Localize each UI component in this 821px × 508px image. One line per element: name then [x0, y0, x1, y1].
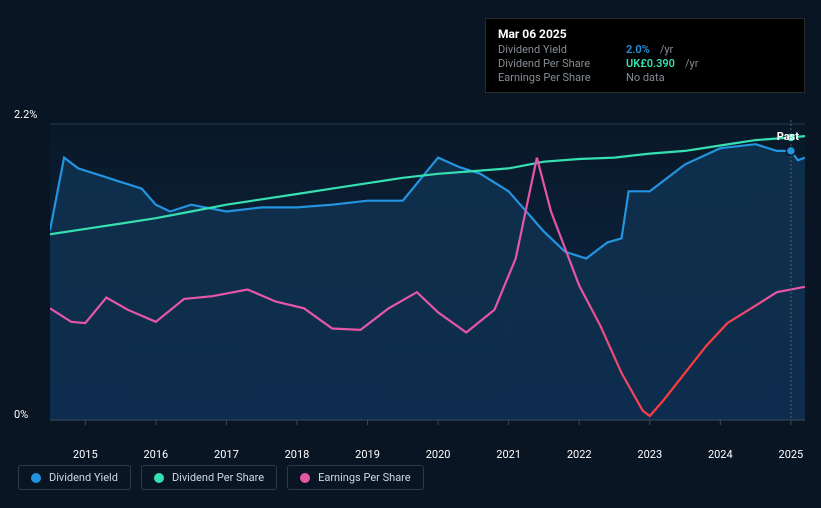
tooltip-row-unit: /yr [685, 57, 698, 70]
legend-label: Dividend Per Share [172, 471, 264, 484]
x-tick: 2021 [496, 448, 521, 461]
legend-label: Dividend Yield [49, 471, 118, 484]
y-tick-min: 0% [14, 408, 28, 421]
x-tick: 2022 [567, 448, 592, 461]
legend-item[interactable]: Dividend Yield [18, 465, 131, 490]
y-tick-max: 2.2% [14, 108, 37, 121]
legend-item[interactable]: Dividend Per Share [141, 465, 277, 490]
x-tick: 2025 [779, 448, 804, 461]
x-tick: 2016 [143, 448, 168, 461]
x-tick: 2015 [73, 448, 98, 461]
tooltip-row-label: Earnings Per Share [498, 71, 618, 84]
x-tick: 2017 [214, 448, 239, 461]
tooltip-row: Dividend Per Share UK£0.390/yr [498, 57, 792, 70]
legend-label: Earnings Per Share [318, 471, 411, 484]
x-tick: 2023 [637, 448, 662, 461]
tooltip-row-value: UK£0.390 [626, 57, 675, 70]
tooltip-row-nodata: No data [626, 71, 665, 84]
x-tick: 2020 [426, 448, 451, 461]
tooltip-row-unit: /yr [660, 43, 673, 56]
legend-dot-icon [154, 473, 164, 483]
tooltip-row-label: Dividend Yield [498, 43, 618, 56]
legend-item[interactable]: Earnings Per Share [287, 465, 424, 490]
tooltip-row: Dividend Yield 2.0% /yr [498, 43, 792, 56]
data-tooltip: Mar 06 2025 Dividend Yield2.0%/yrDividen… [485, 18, 805, 93]
legend-dot-icon [31, 473, 41, 483]
x-tick: 2024 [708, 448, 733, 461]
tooltip-row-value: 2.0% [626, 43, 650, 56]
legend: Dividend Yield Dividend Per Share Earnings… [18, 465, 424, 490]
dividend-chart: 2.2% 0% [0, 0, 821, 508]
tooltip-date: Mar 06 2025 [498, 27, 792, 41]
tooltip-row-label: Dividend Per Share [498, 57, 618, 70]
past-label: Past [777, 130, 799, 143]
x-tick: 2019 [355, 448, 380, 461]
x-tick: 2018 [285, 448, 310, 461]
legend-dot-icon [300, 473, 310, 483]
tooltip-row: Earnings Per Share No data [498, 71, 792, 84]
